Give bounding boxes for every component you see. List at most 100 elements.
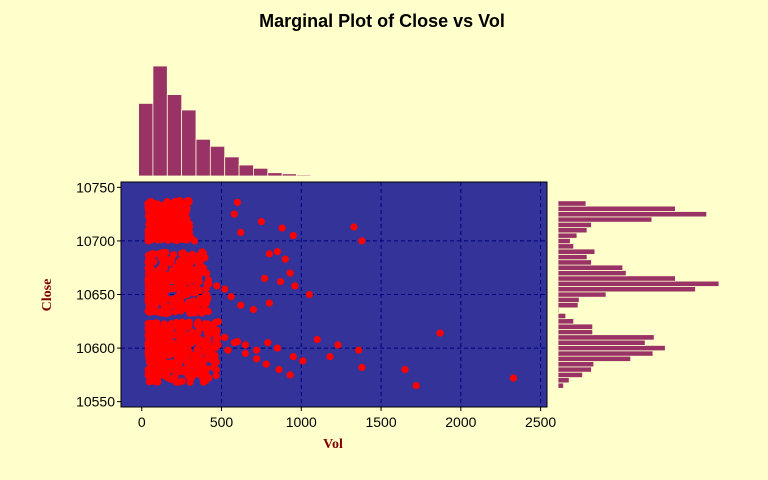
data-point bbox=[199, 249, 207, 257]
right-histogram-bar bbox=[557, 264, 624, 271]
data-point bbox=[167, 256, 175, 264]
data-point bbox=[147, 355, 155, 363]
data-point bbox=[205, 374, 213, 382]
data-point bbox=[291, 282, 299, 290]
data-point bbox=[163, 328, 171, 336]
data-point bbox=[299, 357, 307, 365]
data-point bbox=[157, 325, 165, 333]
data-point bbox=[277, 278, 285, 286]
top-histogram-bar bbox=[181, 109, 197, 177]
data-point bbox=[358, 363, 366, 371]
data-point bbox=[326, 353, 334, 361]
y-tick-label: 10550 bbox=[76, 394, 115, 410]
data-point bbox=[179, 365, 187, 374]
data-point bbox=[265, 299, 273, 307]
data-point bbox=[208, 329, 217, 337]
data-point bbox=[170, 297, 178, 305]
top-histogram-bar bbox=[296, 174, 312, 177]
data-point bbox=[249, 305, 257, 314]
data-point bbox=[205, 280, 213, 288]
data-point bbox=[179, 321, 187, 329]
x-tick-label: 2500 bbox=[525, 414, 556, 430]
data-point bbox=[154, 378, 162, 386]
right-histogram-bar bbox=[557, 280, 720, 287]
data-point bbox=[237, 301, 245, 309]
data-point bbox=[171, 197, 179, 205]
data-point bbox=[150, 258, 158, 266]
data-point bbox=[186, 368, 194, 376]
data-point bbox=[177, 204, 185, 212]
data-point bbox=[154, 271, 162, 279]
data-point bbox=[198, 362, 206, 370]
x-tick-label: 1500 bbox=[365, 414, 396, 430]
data-point bbox=[187, 234, 195, 242]
data-point bbox=[210, 355, 219, 363]
data-point bbox=[173, 280, 181, 288]
data-point bbox=[253, 346, 261, 354]
data-point bbox=[202, 342, 210, 350]
right-histogram-bar bbox=[557, 237, 571, 245]
x-axis-label: Vol bbox=[323, 437, 343, 452]
data-point bbox=[221, 285, 229, 293]
data-point bbox=[146, 235, 154, 243]
data-point bbox=[265, 250, 273, 258]
right-histogram-bar bbox=[557, 253, 588, 261]
right-histogram-bar bbox=[557, 200, 587, 207]
right-histogram-bar bbox=[557, 296, 580, 304]
data-point bbox=[313, 335, 321, 344]
x-axis-ticks: 0 500 1000 1500 2000 2500 bbox=[138, 407, 556, 430]
data-point bbox=[286, 371, 294, 379]
right-histogram-bar bbox=[557, 307, 560, 314]
data-point bbox=[241, 341, 249, 349]
data-point bbox=[200, 300, 208, 308]
data-point bbox=[170, 331, 178, 339]
top-marginal-histogram bbox=[138, 65, 341, 177]
data-point bbox=[237, 228, 245, 236]
right-histogram-bar bbox=[557, 323, 594, 330]
data-point bbox=[257, 218, 265, 226]
right-histogram-bar bbox=[557, 377, 570, 384]
data-point bbox=[176, 333, 184, 341]
right-histogram-bar bbox=[557, 371, 584, 379]
data-point bbox=[273, 344, 281, 352]
data-point bbox=[176, 289, 184, 297]
right-histogram-bar bbox=[557, 232, 578, 239]
data-point bbox=[275, 365, 283, 374]
data-point bbox=[169, 340, 177, 348]
data-point bbox=[412, 382, 420, 390]
data-point bbox=[145, 370, 153, 378]
top-histogram-bar bbox=[195, 138, 211, 177]
top-histogram-bar bbox=[310, 174, 326, 177]
data-point bbox=[286, 269, 294, 277]
right-histogram-bar bbox=[557, 211, 708, 218]
top-histogram-bar bbox=[238, 164, 254, 177]
data-point bbox=[350, 223, 358, 231]
data-point bbox=[173, 236, 181, 245]
data-point bbox=[166, 213, 175, 221]
data-point bbox=[358, 237, 366, 245]
data-point bbox=[163, 295, 171, 303]
data-point bbox=[198, 372, 206, 380]
data-point bbox=[189, 338, 197, 346]
top-histogram-bar bbox=[281, 173, 297, 177]
data-point bbox=[262, 360, 270, 368]
data-point bbox=[150, 323, 159, 331]
data-point bbox=[145, 304, 153, 312]
data-point bbox=[176, 271, 184, 280]
data-point bbox=[188, 250, 196, 258]
data-point bbox=[230, 339, 238, 347]
data-point bbox=[209, 363, 218, 371]
data-point bbox=[184, 269, 192, 277]
top-histogram-bar bbox=[224, 156, 240, 177]
data-point bbox=[194, 329, 202, 337]
right-histogram-bar bbox=[557, 221, 592, 228]
data-point bbox=[147, 264, 155, 272]
data-point bbox=[155, 215, 163, 224]
right-histogram-bar bbox=[557, 275, 676, 282]
data-point bbox=[171, 372, 179, 380]
data-point bbox=[401, 365, 409, 374]
data-point bbox=[154, 232, 162, 240]
data-point bbox=[174, 227, 182, 235]
